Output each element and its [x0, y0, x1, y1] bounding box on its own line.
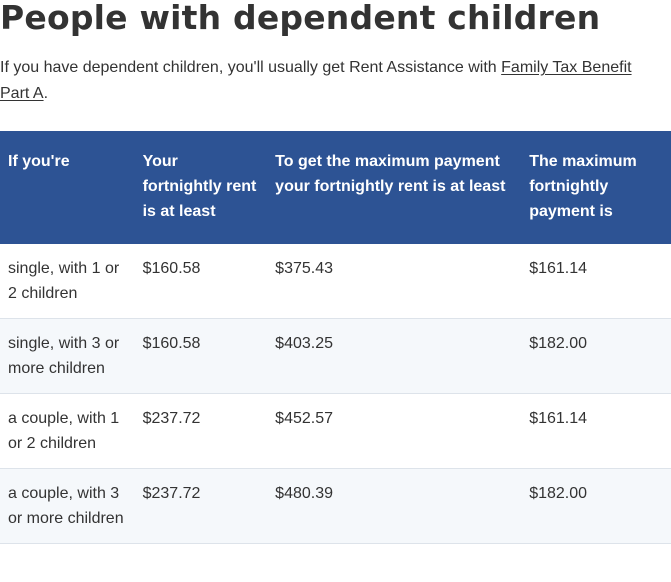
table-row: a couple, with 3 or more children $237.7… [0, 468, 671, 544]
cell-max-rent: $403.25 [267, 318, 522, 394]
cell-situation: a couple, with 3 or more children [0, 468, 135, 544]
cell-situation: single, with 1 or 2 children [0, 244, 135, 319]
intro-text: If you have dependent children, you'll u… [0, 59, 502, 76]
table-row: single, with 3 or more children $160.58 … [0, 318, 671, 394]
table-body: single, with 1 or 2 children $160.58 $37… [0, 244, 671, 544]
header-cell-min-rent: Your fortnightly rent is at least [134, 131, 268, 244]
cell-max-rent: $375.43 [267, 244, 522, 319]
cell-max-rent: $452.57 [267, 393, 522, 469]
intro-end: . [43, 85, 49, 102]
cell-min-rent: $160.58 [134, 318, 268, 394]
header-cell-situation: If you're [0, 131, 135, 244]
header-cell-max-rent: To get the maximum payment your fortnigh… [267, 131, 522, 244]
cell-min-rent: $160.58 [134, 244, 268, 319]
cell-max-payment: $161.14 [521, 244, 671, 319]
cell-max-rent: $480.39 [267, 468, 522, 544]
rent-assistance-table: If you're Your fortnightly rent is at le… [0, 131, 671, 544]
cell-max-payment: $182.00 [521, 468, 671, 544]
header-cell-max-payment: The maximum fortnightly payment is [521, 131, 671, 244]
cell-min-rent: $237.72 [134, 468, 268, 544]
cell-situation: a couple, with 1 or 2 children [0, 393, 135, 469]
table-header: If you're Your fortnightly rent is at le… [0, 131, 671, 244]
page-title: People with dependent children [0, 0, 601, 37]
table-row: single, with 1 or 2 children $160.58 $37… [0, 244, 671, 319]
header-row: If you're Your fortnightly rent is at le… [0, 131, 671, 244]
cell-min-rent: $237.72 [134, 393, 268, 469]
family-tax-benefit-link[interactable]: Family Tax Benefit Part A [0, 59, 632, 102]
table-row: a couple, with 1 or 2 children $237.72 $… [0, 393, 671, 469]
cell-max-payment: $161.14 [521, 393, 671, 469]
cell-situation: single, with 3 or more children [0, 318, 135, 394]
intro-paragraph: If you have dependent children, you'll u… [0, 55, 660, 107]
cell-max-payment: $182.00 [521, 318, 671, 394]
